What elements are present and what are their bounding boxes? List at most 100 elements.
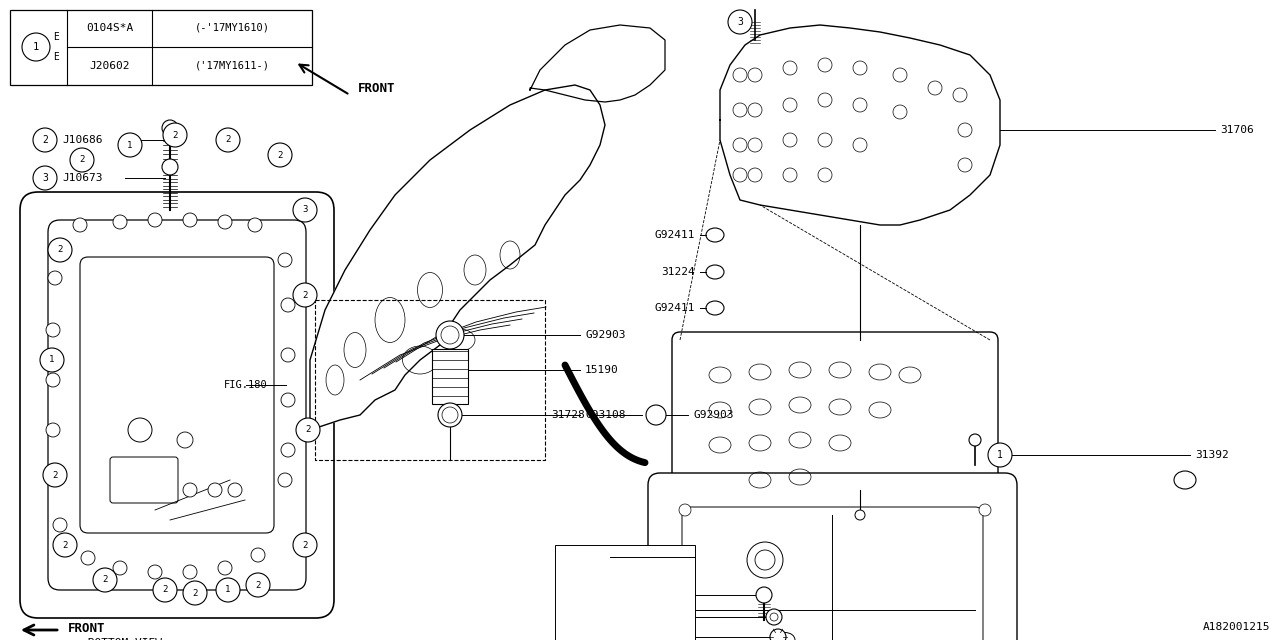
Circle shape <box>251 548 265 562</box>
Text: 2: 2 <box>302 291 307 300</box>
Polygon shape <box>310 85 605 430</box>
Circle shape <box>52 518 67 532</box>
Text: 2: 2 <box>255 580 261 589</box>
Circle shape <box>49 468 61 482</box>
Circle shape <box>678 504 691 516</box>
Circle shape <box>118 133 142 157</box>
Circle shape <box>442 326 460 344</box>
Circle shape <box>928 81 942 95</box>
Text: 3: 3 <box>42 173 47 183</box>
Circle shape <box>177 432 193 448</box>
Text: 2: 2 <box>306 426 311 435</box>
Text: FRONT: FRONT <box>358 81 396 95</box>
Circle shape <box>852 61 867 75</box>
Text: FRONT: FRONT <box>68 621 105 634</box>
Circle shape <box>282 298 294 312</box>
Circle shape <box>783 98 797 112</box>
Polygon shape <box>530 25 666 102</box>
Circle shape <box>282 348 294 362</box>
Circle shape <box>246 573 270 597</box>
Circle shape <box>293 533 317 557</box>
Circle shape <box>216 128 241 152</box>
Circle shape <box>113 561 127 575</box>
Text: 2: 2 <box>225 136 230 145</box>
Circle shape <box>154 578 177 602</box>
Circle shape <box>282 393 294 407</box>
Circle shape <box>49 238 72 262</box>
Circle shape <box>113 215 127 229</box>
Text: 31706: 31706 <box>1220 125 1253 135</box>
Circle shape <box>278 473 292 487</box>
Circle shape <box>957 123 972 137</box>
Text: 2: 2 <box>302 541 307 550</box>
Circle shape <box>852 98 867 112</box>
Circle shape <box>771 613 778 621</box>
Circle shape <box>40 348 64 372</box>
Circle shape <box>733 103 748 117</box>
Circle shape <box>81 551 95 565</box>
Text: 1: 1 <box>50 355 55 365</box>
Text: J10673: J10673 <box>61 173 102 183</box>
Circle shape <box>957 158 972 172</box>
Text: G92411: G92411 <box>654 303 695 313</box>
FancyBboxPatch shape <box>672 332 998 523</box>
Circle shape <box>183 483 197 497</box>
Circle shape <box>248 218 262 232</box>
Circle shape <box>771 629 786 640</box>
Circle shape <box>218 561 232 575</box>
Text: 31225: 31225 <box>561 552 594 562</box>
Circle shape <box>46 423 60 437</box>
Bar <box>10 10 312 85</box>
Circle shape <box>70 148 93 172</box>
Text: 2: 2 <box>173 131 178 140</box>
Text: 3: 3 <box>302 205 307 214</box>
Circle shape <box>183 213 197 227</box>
Circle shape <box>46 323 60 337</box>
Text: G92903: G92903 <box>585 330 626 340</box>
Text: 31728: 31728 <box>552 410 585 420</box>
Text: J20602: J20602 <box>90 61 131 71</box>
Text: (-'17MY1610): (-'17MY1610) <box>195 23 270 33</box>
Circle shape <box>748 138 762 152</box>
Text: 2: 2 <box>63 541 68 550</box>
Circle shape <box>49 271 61 285</box>
Text: D91601: D91601 <box>561 612 600 622</box>
Circle shape <box>216 578 241 602</box>
Circle shape <box>148 213 163 227</box>
Circle shape <box>183 581 207 605</box>
FancyBboxPatch shape <box>49 220 306 590</box>
FancyBboxPatch shape <box>20 192 334 618</box>
Text: 0104S*A: 0104S*A <box>86 23 133 33</box>
Circle shape <box>988 443 1012 467</box>
Text: ('17MY1611-): ('17MY1611-) <box>195 61 270 71</box>
Circle shape <box>52 533 77 557</box>
Text: A182001215: A182001215 <box>1202 622 1270 632</box>
Text: E: E <box>52 52 59 62</box>
Circle shape <box>755 550 774 570</box>
Circle shape <box>818 58 832 72</box>
FancyBboxPatch shape <box>648 473 1018 640</box>
Text: 2: 2 <box>58 246 63 255</box>
Text: 2: 2 <box>42 135 47 145</box>
Circle shape <box>293 283 317 307</box>
Circle shape <box>163 159 178 175</box>
Circle shape <box>207 483 221 497</box>
Circle shape <box>148 565 163 579</box>
Circle shape <box>969 434 980 446</box>
Circle shape <box>818 133 832 147</box>
Circle shape <box>733 68 748 82</box>
Text: 1: 1 <box>997 450 1004 460</box>
Circle shape <box>646 405 666 425</box>
Circle shape <box>756 587 772 603</box>
Circle shape <box>163 120 178 136</box>
Circle shape <box>783 61 797 75</box>
Circle shape <box>748 542 783 578</box>
Circle shape <box>128 418 152 442</box>
Circle shape <box>293 198 317 222</box>
Circle shape <box>183 565 197 579</box>
Circle shape <box>296 418 320 442</box>
Text: <BOTTOM VIEW>: <BOTTOM VIEW> <box>81 638 169 640</box>
Circle shape <box>954 88 966 102</box>
Text: E: E <box>52 32 59 42</box>
Circle shape <box>46 373 60 387</box>
